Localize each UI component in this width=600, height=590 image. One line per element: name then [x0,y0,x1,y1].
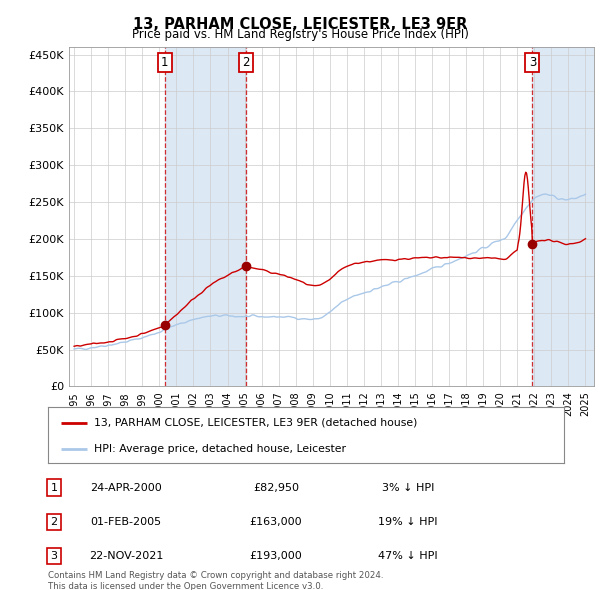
Text: £163,000: £163,000 [250,517,302,527]
Text: 13, PARHAM CLOSE, LEICESTER, LE3 9ER (detached house): 13, PARHAM CLOSE, LEICESTER, LE3 9ER (de… [94,418,418,428]
Text: 13, PARHAM CLOSE, LEICESTER, LE3 9ER: 13, PARHAM CLOSE, LEICESTER, LE3 9ER [133,17,467,31]
Bar [532,47,594,386]
Text: 3: 3 [529,56,536,69]
Text: 2: 2 [242,56,250,69]
Text: 3% ↓ HPI: 3% ↓ HPI [382,483,434,493]
Text: Price paid vs. HM Land Registry's House Price Index (HPI): Price paid vs. HM Land Registry's House … [131,28,469,41]
Bar [164,47,246,386]
Text: £82,950: £82,950 [253,483,299,493]
Text: 3: 3 [50,551,58,561]
Text: 19% ↓ HPI: 19% ↓ HPI [378,517,438,527]
Text: 22-NOV-2021: 22-NOV-2021 [89,551,163,561]
Text: 1: 1 [161,56,169,69]
Text: HPI: Average price, detached house, Leicester: HPI: Average price, detached house, Leic… [94,444,346,454]
Text: 1: 1 [50,483,58,493]
Text: 24-APR-2000: 24-APR-2000 [90,483,162,493]
Text: 47% ↓ HPI: 47% ↓ HPI [378,551,438,561]
Text: Contains HM Land Registry data © Crown copyright and database right 2024.
This d: Contains HM Land Registry data © Crown c… [48,571,383,590]
Text: 2: 2 [50,517,58,527]
Text: £193,000: £193,000 [250,551,302,561]
Text: 01-FEB-2005: 01-FEB-2005 [91,517,161,527]
